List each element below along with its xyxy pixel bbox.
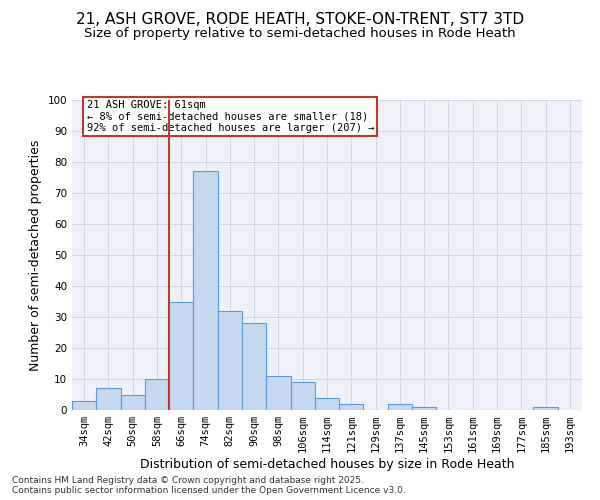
Bar: [388, 404, 412, 410]
Bar: [193, 172, 218, 410]
Bar: [290, 382, 315, 410]
Bar: [169, 302, 193, 410]
X-axis label: Distribution of semi-detached houses by size in Rode Heath: Distribution of semi-detached houses by …: [140, 458, 514, 471]
Text: Contains HM Land Registry data © Crown copyright and database right 2025.
Contai: Contains HM Land Registry data © Crown c…: [12, 476, 406, 495]
Bar: [72, 400, 96, 410]
Bar: [121, 394, 145, 410]
Bar: [218, 311, 242, 410]
Y-axis label: Number of semi-detached properties: Number of semi-detached properties: [29, 140, 42, 370]
Bar: [315, 398, 339, 410]
Bar: [533, 407, 558, 410]
Bar: [266, 376, 290, 410]
Text: 21, ASH GROVE, RODE HEATH, STOKE-ON-TRENT, ST7 3TD: 21, ASH GROVE, RODE HEATH, STOKE-ON-TREN…: [76, 12, 524, 28]
Bar: [145, 379, 169, 410]
Bar: [339, 404, 364, 410]
Bar: [412, 407, 436, 410]
Text: 21 ASH GROVE: 61sqm
← 8% of semi-detached houses are smaller (18)
92% of semi-de: 21 ASH GROVE: 61sqm ← 8% of semi-detache…: [86, 100, 374, 133]
Bar: [96, 388, 121, 410]
Text: Size of property relative to semi-detached houses in Rode Heath: Size of property relative to semi-detach…: [84, 28, 516, 40]
Bar: [242, 323, 266, 410]
